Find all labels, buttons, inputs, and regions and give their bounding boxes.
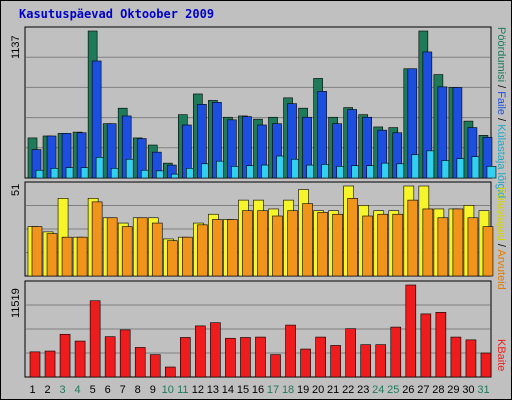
bar-2-arvuteid-day-6 [106, 217, 118, 277]
bar-3-kbaite-day-16 [255, 336, 266, 378]
bar-2-arvuteid-day-30 [467, 217, 479, 277]
x-tick-label-day-31: 31 [477, 384, 489, 396]
bar-3-kbaite-day-12 [195, 325, 206, 378]
bar-2-arvuteid-day-5 [91, 201, 103, 277]
bar-3-kbaite-day-25 [390, 326, 402, 378]
bar-3-kbaite-day-18 [285, 324, 296, 378]
bar-2-arvuteid-day-24 [377, 213, 389, 277]
bar-3-kbaite-day-30 [465, 339, 477, 378]
bar-3-kbaite-day-10 [164, 366, 176, 378]
bar-3-kbaite-day-23 [360, 344, 372, 378]
x-tick-label-day-29: 29 [447, 384, 459, 396]
x-tick-label-day-25: 25 [387, 384, 399, 396]
x-tick-label-day-20: 20 [312, 384, 324, 396]
bar-2-arvuteid-day-27 [422, 208, 434, 277]
bar-3-kbaite-day-11 [180, 337, 191, 378]
x-tick-label-day-8: 8 [135, 384, 141, 396]
x-tick-label-day-17: 17 [267, 384, 279, 396]
bar-2-arvuteid-day-4 [76, 236, 88, 277]
bar-3-kbaite-day-3 [59, 333, 71, 378]
x-tick-label-day-13: 13 [207, 384, 219, 396]
x-tick-label-day-26: 26 [402, 384, 414, 396]
bar-3-kbaite-day-21 [330, 345, 341, 378]
x-tick-label-day-1: 1 [29, 384, 35, 396]
x-tick-label-day-22: 22 [342, 384, 354, 396]
bar-3-kbaite-day-4 [74, 340, 86, 378]
bar-3-kbaite-day-13 [210, 322, 221, 378]
x-tick-label-day-12: 12 [192, 384, 204, 396]
bar-3-kbaite-day-22 [345, 328, 356, 378]
bar-3-kbaite-day-31 [480, 352, 492, 378]
bar-3-kbaite-day-1 [29, 351, 41, 378]
x-tick-label-day-28: 28 [432, 384, 444, 396]
bar-2-arvuteid-day-20 [317, 212, 328, 277]
bar-2-arvuteid-day-14 [227, 219, 238, 277]
bar-2-arvuteid-day-29 [452, 208, 464, 277]
bar-3-kbaite-day-19 [300, 348, 311, 378]
bar-2-arvuteid-day-19 [302, 203, 313, 277]
x-tick-label-day-30: 30 [462, 384, 474, 396]
x-tick-label-day-2: 2 [44, 384, 50, 396]
bar-2-arvuteid-day-1 [31, 226, 43, 277]
bar-2-arvuteid-day-10 [166, 240, 178, 277]
x-tick-label-day-11: 11 [177, 384, 188, 396]
x-tick-label-day-19: 19 [297, 384, 309, 396]
bar-2-arvuteid-day-16 [257, 210, 268, 277]
bar-3-kbaite-day-29 [450, 336, 462, 378]
bar-3-kbaite-day-2 [44, 350, 56, 378]
bar-2-arvuteid-day-26 [407, 199, 419, 277]
bar-3-kbaite-day-6 [104, 336, 116, 378]
bar-3-kbaite-day-26 [405, 284, 417, 378]
bar-2-arvuteid-day-22 [347, 198, 358, 277]
bar-3-kbaite-day-7 [119, 329, 131, 378]
bar-3-kbaite-day-5 [89, 300, 101, 378]
x-tick-label-day-16: 16 [252, 384, 264, 396]
bar-2-arvuteid-day-2 [46, 233, 58, 277]
bar-2-arvuteid-day-21 [332, 213, 343, 277]
bar-3-kbaite-day-24 [375, 344, 387, 378]
x-tick-label-day-21: 21 [327, 384, 339, 396]
bar-3-kbaite-day-20 [315, 336, 326, 378]
bar-2-arvuteid-day-11 [182, 236, 193, 277]
bar-1-k-lastaja-l-igid-day-31 [486, 166, 497, 179]
x-tick-label-day-14: 14 [222, 384, 234, 396]
bar-2-arvuteid-day-31 [482, 226, 494, 277]
bar-2-arvuteid-day-3 [61, 236, 73, 277]
bar-3-kbaite-day-14 [225, 337, 236, 378]
x-tick-label-day-23: 23 [357, 384, 369, 396]
bar-2-arvuteid-day-9 [151, 222, 163, 277]
bar-3-kbaite-day-28 [435, 312, 447, 378]
x-tick-label-day-4: 4 [75, 384, 81, 396]
chart-title: Kasutuspäevad Oktoober 2009 [19, 7, 215, 21]
x-tick-label-day-27: 27 [417, 384, 429, 396]
x-tick-label-day-15: 15 [237, 384, 249, 396]
bar-2-arvuteid-day-7 [121, 226, 133, 277]
x-tick-label-day-9: 9 [150, 384, 156, 396]
bar-3-kbaite-day-8 [134, 347, 146, 378]
bar-2-arvuteid-day-18 [287, 210, 298, 277]
bar-3-kbaite-day-15 [240, 337, 251, 378]
bar-3-kbaite-day-17 [270, 354, 281, 378]
x-tick-label-day-5: 5 [90, 384, 96, 396]
bar-2-arvuteid-day-13 [212, 219, 223, 277]
bar-2-arvuteid-day-8 [136, 217, 148, 277]
bar-3-kbaite-day-9 [149, 354, 161, 378]
x-tick-label-day-3: 3 [60, 384, 66, 396]
x-tick-label-day-18: 18 [282, 384, 294, 396]
bar-2-arvuteid-day-17 [272, 215, 283, 277]
bar-2-arvuteid-day-12 [197, 224, 208, 277]
bar-2-arvuteid-day-15 [242, 210, 253, 277]
bar-2-arvuteid-day-23 [362, 215, 374, 277]
x-tick-label-day-10: 10 [162, 384, 174, 396]
x-tick-label-day-7: 7 [120, 384, 126, 396]
x-tick-label-day-24: 24 [372, 384, 384, 396]
x-tick-label-day-6: 6 [105, 384, 111, 396]
bar-3-kbaite-day-27 [420, 313, 432, 378]
bar-2-arvuteid-day-28 [437, 217, 449, 277]
bar-2-arvuteid-day-25 [392, 213, 404, 277]
